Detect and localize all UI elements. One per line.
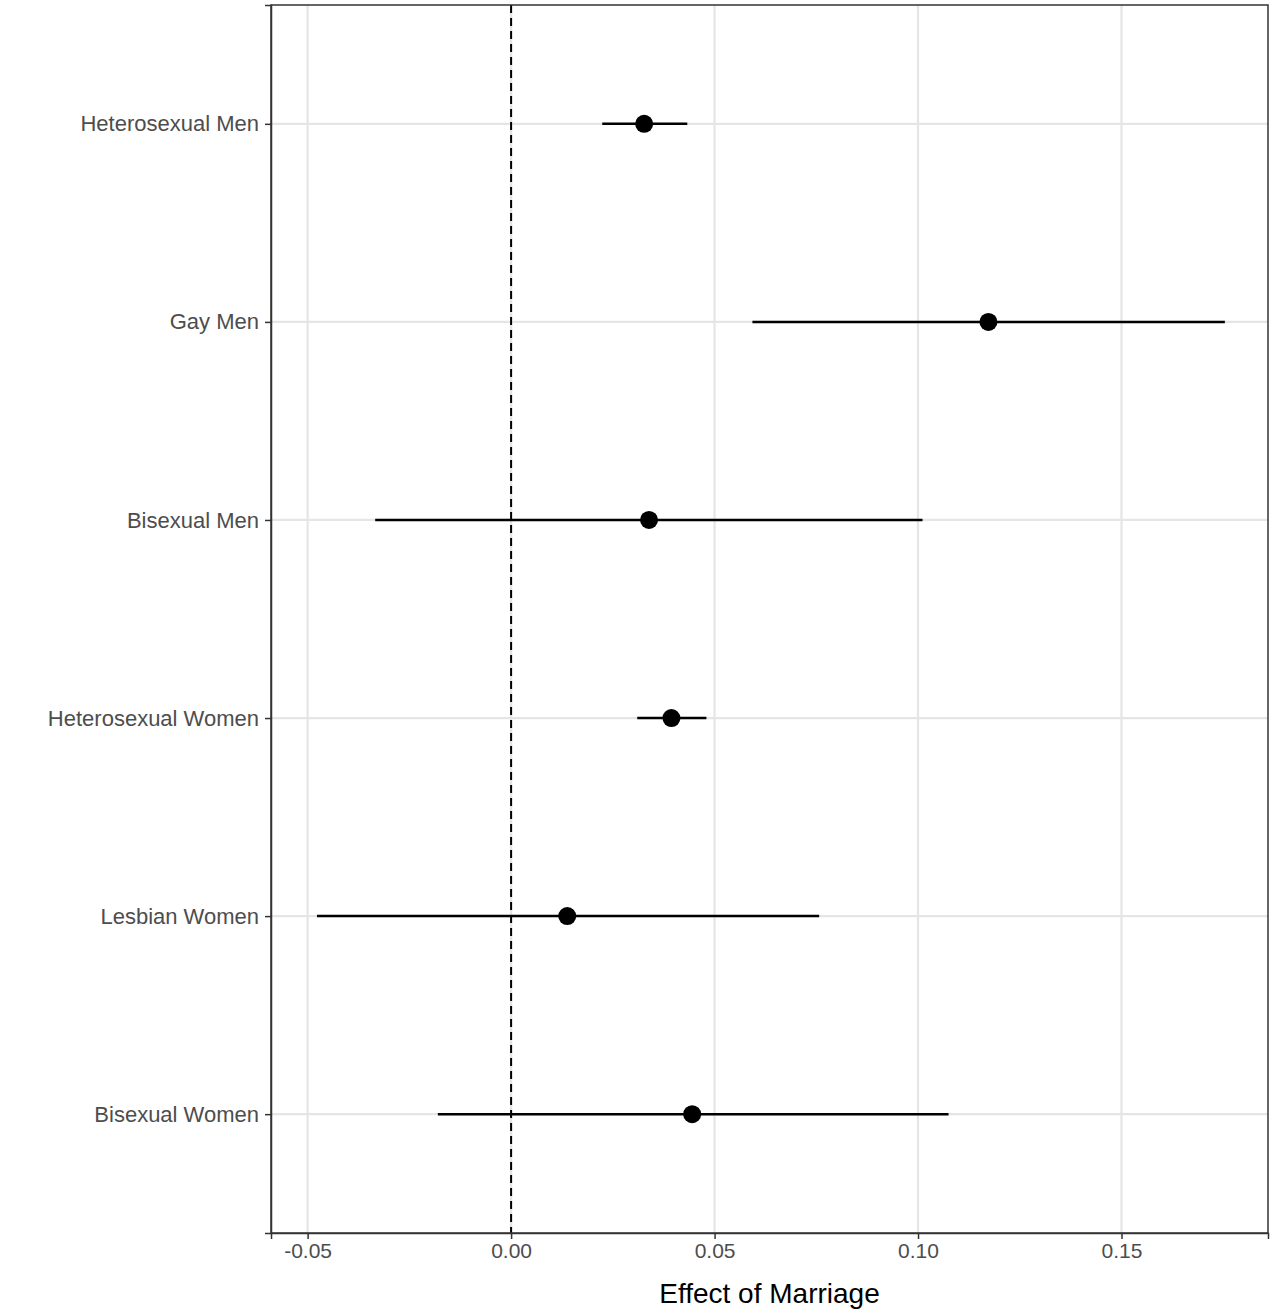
x-tick-label: 0.15 bbox=[1102, 1239, 1143, 1262]
x-tick: 0.15 bbox=[1102, 1233, 1143, 1262]
y-tick-label: Lesbian Women bbox=[100, 904, 259, 929]
grid-line-y bbox=[271, 717, 1268, 719]
y-tick: Lesbian Women bbox=[100, 904, 271, 929]
x-tick-label: 0.10 bbox=[898, 1239, 939, 1262]
y-tick-label: Bisexual Men bbox=[127, 508, 259, 533]
grid-line-x bbox=[917, 5, 919, 1233]
point bbox=[979, 313, 997, 331]
x-tick: 0.00 bbox=[491, 1233, 532, 1262]
y-tick: Bisexual Women bbox=[94, 1102, 271, 1127]
y-tick-mark bbox=[265, 124, 271, 126]
y-tick-label: Heterosexual Women bbox=[48, 706, 259, 731]
y-tick-mark bbox=[265, 916, 271, 918]
grid-line-y bbox=[271, 321, 1268, 323]
reference-line bbox=[510, 5, 512, 1233]
y-axis: Heterosexual Men Gay Men Bisexual Men Heter… bbox=[48, 6, 272, 1234]
x-tick: -0.05 bbox=[284, 1233, 332, 1262]
x-tick-label: -0.05 bbox=[284, 1239, 332, 1262]
grid-line-x bbox=[1120, 5, 1122, 1233]
y-tick: Bisexual Men bbox=[127, 508, 271, 533]
chart: -0.05 0.00 0.05 0.10 0.15 Heterosexual Men Gay… bbox=[0, 0, 1275, 1315]
y-tick-label: Heterosexual Men bbox=[80, 111, 259, 136]
grid bbox=[271, 5, 1268, 1233]
point bbox=[635, 115, 653, 133]
x-tick-label: 0.00 bbox=[491, 1239, 532, 1262]
x-tick-label: 0.05 bbox=[695, 1239, 736, 1262]
point bbox=[640, 511, 658, 529]
grid-line-y bbox=[271, 915, 1268, 917]
frame bbox=[271, 5, 1268, 1233]
y-tick: Gay Men bbox=[170, 309, 271, 334]
x-axis: -0.05 0.00 0.05 0.10 0.15 bbox=[272, 1233, 1269, 1262]
y-tick-label: Bisexual Women bbox=[94, 1102, 259, 1127]
y-tick: Heterosexual Men bbox=[80, 111, 271, 136]
y-tick-mark bbox=[265, 520, 271, 522]
point bbox=[683, 1105, 701, 1123]
x-axis-title: Effect of Marriage bbox=[659, 1278, 879, 1309]
marks bbox=[317, 5, 1225, 1233]
grid-line-y bbox=[271, 1113, 1268, 1115]
point bbox=[662, 709, 680, 727]
y-tick-mark bbox=[265, 1114, 271, 1116]
grid-line-x bbox=[510, 5, 512, 1233]
grid-line-x bbox=[307, 5, 309, 1233]
x-tick: 0.10 bbox=[898, 1233, 939, 1262]
y-tick-mark bbox=[265, 322, 271, 324]
y-tick-mark bbox=[265, 718, 271, 720]
y-tick-label: Gay Men bbox=[170, 309, 259, 334]
x-tick: 0.05 bbox=[695, 1233, 736, 1262]
grid-line-y bbox=[271, 123, 1268, 125]
plot: -0.05 0.00 0.05 0.10 0.15 Heterosexual Men Gay… bbox=[48, 5, 1269, 1262]
y-tick: Heterosexual Women bbox=[48, 706, 271, 731]
grid-line-y bbox=[271, 519, 1268, 521]
y-axis-line bbox=[265, 6, 272, 1234]
grid-line-x bbox=[713, 5, 715, 1233]
point bbox=[558, 907, 576, 925]
